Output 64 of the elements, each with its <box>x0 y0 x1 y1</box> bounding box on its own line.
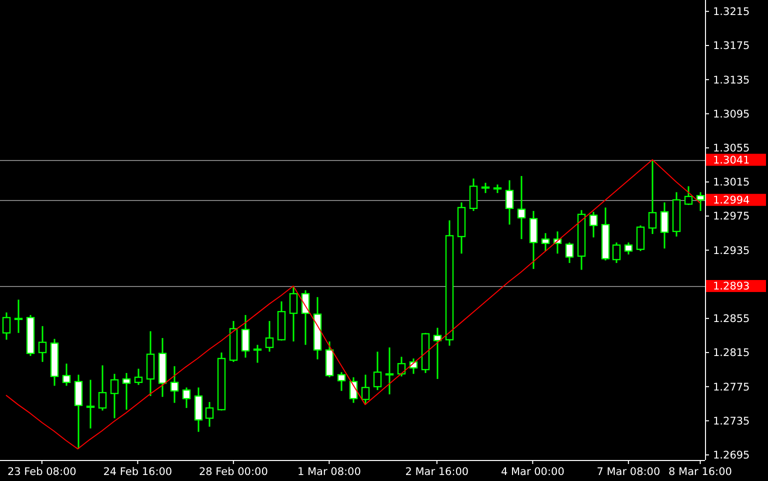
candlestick <box>182 386 191 409</box>
candlestick <box>505 180 514 226</box>
y-tick-label: 1.2695 <box>713 450 750 462</box>
x-tick-label: 8 Mar 16:00 <box>668 466 732 478</box>
candlestick <box>110 373 119 419</box>
candlestick <box>624 242 633 256</box>
candlestick <box>648 159 657 235</box>
candlestick <box>565 242 574 264</box>
candlestick <box>38 325 47 363</box>
y-tick-label: 1.3215 <box>713 6 750 18</box>
candlestick <box>469 178 478 212</box>
candlestick <box>589 211 598 238</box>
x-tick-label: 1 Mar 08:00 <box>297 466 361 478</box>
x-tick-label: 24 Feb 16:00 <box>103 466 172 478</box>
x-tick-label: 4 Mar 00:00 <box>500 466 564 478</box>
candlestick <box>636 224 645 252</box>
y-tick-label: 1.2855 <box>713 313 750 326</box>
candlestick <box>541 232 550 252</box>
candlestick <box>660 202 669 250</box>
candlestick <box>74 374 83 450</box>
y-tick-label: 1.2735 <box>713 415 750 428</box>
y-tick-label: 1.3095 <box>713 108 750 120</box>
candlestick <box>684 185 693 206</box>
candlestick <box>98 364 107 412</box>
candlestick <box>361 374 370 406</box>
candlestick <box>122 372 131 410</box>
y-tick-label: 1.3055 <box>713 142 750 155</box>
candlestick <box>62 362 71 387</box>
candlestick <box>385 346 394 396</box>
candlestick <box>170 365 179 404</box>
candlestick <box>194 386 203 433</box>
candlestick <box>205 401 214 428</box>
candlestick <box>2 312 11 340</box>
y-tick-label: 1.2815 <box>713 347 750 360</box>
line-series <box>6 159 701 450</box>
candlestick <box>86 379 95 430</box>
candlestick <box>433 327 442 380</box>
y-tick-label: 1.3175 <box>713 40 750 52</box>
y-tick-label: 1.3135 <box>713 74 750 86</box>
ref-line-label: 1.2893 <box>713 280 750 293</box>
x-tick-label: 2 Mar 16:00 <box>405 466 469 478</box>
x-tick-label: 23 Feb 08:00 <box>7 466 76 478</box>
candlestick <box>529 210 538 270</box>
candlestick <box>481 182 490 194</box>
y-tick-label: 1.2975 <box>713 210 750 223</box>
ref-line-label: 1.3041 <box>713 154 750 166</box>
y-tick-label: 1.2935 <box>713 244 750 257</box>
candlestick <box>134 368 143 386</box>
candlestick <box>397 356 406 378</box>
y-tick-label: 1.3015 <box>713 176 750 189</box>
x-tick-label: 28 Feb 00:00 <box>198 466 268 478</box>
candlestick <box>373 350 382 391</box>
x-tick-label: 7 Mar 08:00 <box>596 466 660 478</box>
candlestick <box>241 314 250 358</box>
ref-line-label: 1.2994 <box>713 194 750 207</box>
candlestick <box>301 290 310 346</box>
candlestick <box>289 285 298 342</box>
y-tick-label: 1.2775 <box>713 381 750 394</box>
candlestick <box>517 175 526 240</box>
candlestick <box>612 242 621 264</box>
candlestick <box>14 298 23 334</box>
candlestick <box>337 371 346 392</box>
candlestick <box>265 320 274 352</box>
candlestick <box>253 344 262 364</box>
